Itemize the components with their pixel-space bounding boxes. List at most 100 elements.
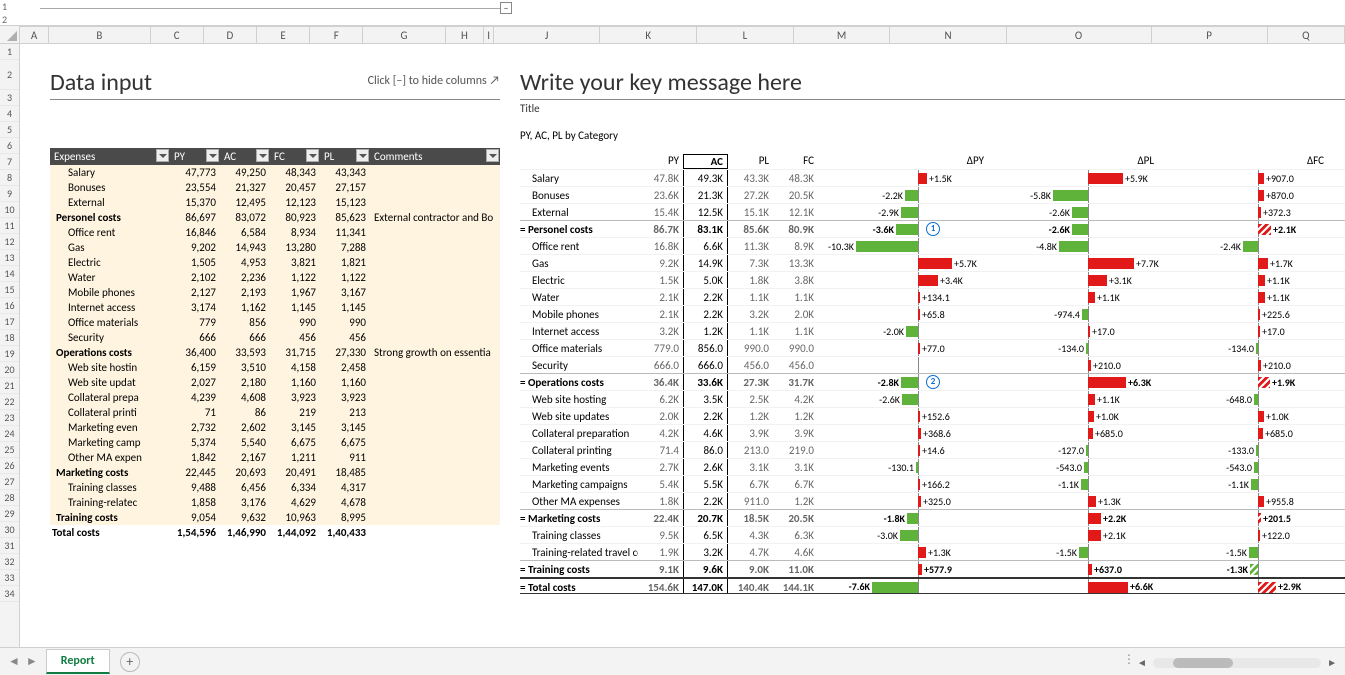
cell-pl[interactable]: 27,330 — [320, 345, 370, 360]
filter-icon[interactable] — [486, 149, 499, 162]
cell-ac[interactable]: 1,46,990 — [220, 525, 270, 540]
analysis-row[interactable]: Security666.0666.0456.0456.0+210.0+210.0 — [520, 356, 1345, 373]
analysis-row[interactable]: Training classes9.5K6.5K4.3K6.3K-3.0K+2.… — [520, 526, 1345, 543]
cell-pl[interactable]: 1,122 — [320, 270, 370, 285]
cell-fc[interactable]: 20,457 — [270, 180, 320, 195]
row-header-3[interactable]: 3 — [0, 90, 19, 106]
cell-comment[interactable] — [370, 180, 500, 195]
cell-ac[interactable]: 9,632 — [220, 510, 270, 525]
table-row[interactable]: Bonuses23,55421,32720,45727,157 — [50, 180, 500, 195]
row-header-10[interactable]: 10 — [0, 202, 19, 218]
cell-fc[interactable]: 10,963 — [270, 510, 320, 525]
analysis-row[interactable]: Marketing events2.7K2.6K3.1K3.1K-130.1-5… — [520, 458, 1345, 475]
row-header-20[interactable]: 20 — [0, 362, 19, 378]
cell-comment[interactable] — [370, 495, 500, 510]
col-header-H[interactable]: H — [446, 27, 485, 43]
cell-fc[interactable]: 3,145 — [270, 420, 320, 435]
cell-label[interactable]: Operations costs — [50, 345, 170, 360]
cell-ac[interactable]: 12,495 — [220, 195, 270, 210]
col-header-D[interactable]: D — [204, 27, 257, 43]
cell-label[interactable]: External — [50, 195, 170, 210]
cell-comment[interactable] — [370, 420, 500, 435]
cell-comment[interactable] — [370, 195, 500, 210]
table-row[interactable]: Marketing camp5,3745,5406,6756,675 — [50, 435, 500, 450]
cell-py[interactable]: 779 — [170, 315, 220, 330]
col-header-G[interactable]: G — [363, 27, 445, 43]
row-header-12[interactable]: 12 — [0, 234, 19, 250]
cell-py[interactable]: 16,846 — [170, 225, 220, 240]
cell-pl[interactable]: 1,40,433 — [320, 525, 370, 540]
cell-py[interactable]: 5,374 — [170, 435, 220, 450]
filter-icon[interactable] — [306, 149, 319, 162]
filter-icon[interactable] — [256, 149, 269, 162]
cell-ac[interactable]: 5,540 — [220, 435, 270, 450]
cell-label[interactable]: Marketing camp — [50, 435, 170, 450]
table-row[interactable]: Training costs9,0549,63210,9638,995 — [50, 510, 500, 525]
analysis-row[interactable]: Other MA expenses1.8K2.2K911.01.2K+325.0… — [520, 492, 1345, 509]
cell-py[interactable]: 15,370 — [170, 195, 220, 210]
row-header-25[interactable]: 25 — [0, 442, 19, 458]
analysis-row[interactable]: Bonuses23.6K21.3K27.2K20.5K-2.2K-5.8K+87… — [520, 186, 1345, 203]
analysis-row[interactable]: Collateral printing71.486.0213.0219.0+14… — [520, 441, 1345, 458]
table-header-pl[interactable]: PL — [320, 148, 370, 165]
analysis-row[interactable]: Marketing campaigns5.4K5.5K6.7K6.7K+166.… — [520, 475, 1345, 492]
cell-py[interactable]: 1,858 — [170, 495, 220, 510]
cell-comment[interactable] — [370, 315, 500, 330]
cell-ac[interactable]: 14,943 — [220, 240, 270, 255]
cell-fc[interactable]: 990 — [270, 315, 320, 330]
cell-pl[interactable]: 27,157 — [320, 180, 370, 195]
cell-py[interactable]: 1,54,596 — [170, 525, 220, 540]
row-header-32[interactable]: 32 — [0, 554, 19, 570]
cell-fc[interactable]: 1,211 — [270, 450, 320, 465]
cell-pl[interactable]: 2,458 — [320, 360, 370, 375]
cell-fc[interactable]: 3,923 — [270, 390, 320, 405]
cell-fc[interactable]: 3,821 — [270, 255, 320, 270]
analysis-row[interactable]: Salary47.8K49.3K43.3K48.3K+1.5K+5.9K+907… — [520, 169, 1345, 186]
comment-badge[interactable]: 1 — [926, 222, 940, 236]
row-header-14[interactable]: 14 — [0, 266, 19, 282]
cell-label[interactable]: Training classes — [50, 480, 170, 495]
cell-ac[interactable]: 33,593 — [220, 345, 270, 360]
table-row[interactable]: Internet access3,1741,1621,1451,145 — [50, 300, 500, 315]
analysis-row[interactable]: Gas9.2K14.9K7.3K13.3K+5.7K+7.7K+1.7K — [520, 254, 1345, 271]
cell-fc[interactable]: 8,934 — [270, 225, 320, 240]
analysis-row[interactable]: Water2.1K2.2K1.1K1.1K+134.1+1.1K+1.1K — [520, 288, 1345, 305]
cell-pl[interactable]: 3,145 — [320, 420, 370, 435]
cell-py[interactable]: 3,174 — [170, 300, 220, 315]
cell-comment[interactable] — [370, 270, 500, 285]
cell-pl[interactable]: 6,675 — [320, 435, 370, 450]
analysis-row[interactable]: Office rent16.8K6.6K11.3K8.9K-10.3K-4.8K… — [520, 237, 1345, 254]
table-row[interactable]: External15,37012,49512,12315,123 — [50, 195, 500, 210]
cell-fc[interactable]: 1,145 — [270, 300, 320, 315]
analysis-row[interactable]: Total costs154.6K147.0K140.4K144.1K-7.6K… — [520, 577, 1345, 594]
table-row[interactable]: Electric1,5054,9533,8211,821 — [50, 255, 500, 270]
filter-icon[interactable] — [356, 149, 369, 162]
cell-pl[interactable]: 8,995 — [320, 510, 370, 525]
cell-comment[interactable] — [370, 360, 500, 375]
cell-fc[interactable]: 1,160 — [270, 375, 320, 390]
cell-py[interactable]: 666 — [170, 330, 220, 345]
cell-ac[interactable]: 3,510 — [220, 360, 270, 375]
cell-fc[interactable]: 1,967 — [270, 285, 320, 300]
table-header-expenses[interactable]: Expenses — [50, 148, 170, 165]
table-row[interactable]: Other MA expen1,8422,1671,211911 — [50, 450, 500, 465]
cell-label[interactable]: Web site updat — [50, 375, 170, 390]
cell-pl[interactable]: 85,623 — [320, 210, 370, 225]
col-header-A[interactable]: A — [20, 27, 49, 43]
cell-label[interactable]: Office rent — [50, 225, 170, 240]
cell-comment[interactable] — [370, 375, 500, 390]
cell-ac[interactable]: 2,180 — [220, 375, 270, 390]
cell-comment[interactable]: External contractor and Bo — [370, 210, 500, 225]
cell-label[interactable]: Collateral prepa — [50, 390, 170, 405]
row-header-4[interactable]: 4 — [0, 106, 19, 122]
col-header-J[interactable]: J — [494, 27, 600, 43]
cell-label[interactable]: Mobile phones — [50, 285, 170, 300]
row-header-19[interactable]: 19 — [0, 346, 19, 362]
row-header-13[interactable]: 13 — [0, 250, 19, 266]
cell-py[interactable]: 2,102 — [170, 270, 220, 285]
cell-py[interactable]: 9,488 — [170, 480, 220, 495]
col-header-B[interactable]: B — [49, 27, 151, 43]
col-header-M[interactable]: M — [794, 27, 891, 43]
cell-pl[interactable]: 43,343 — [320, 165, 370, 180]
cell-ac[interactable]: 49,250 — [220, 165, 270, 180]
